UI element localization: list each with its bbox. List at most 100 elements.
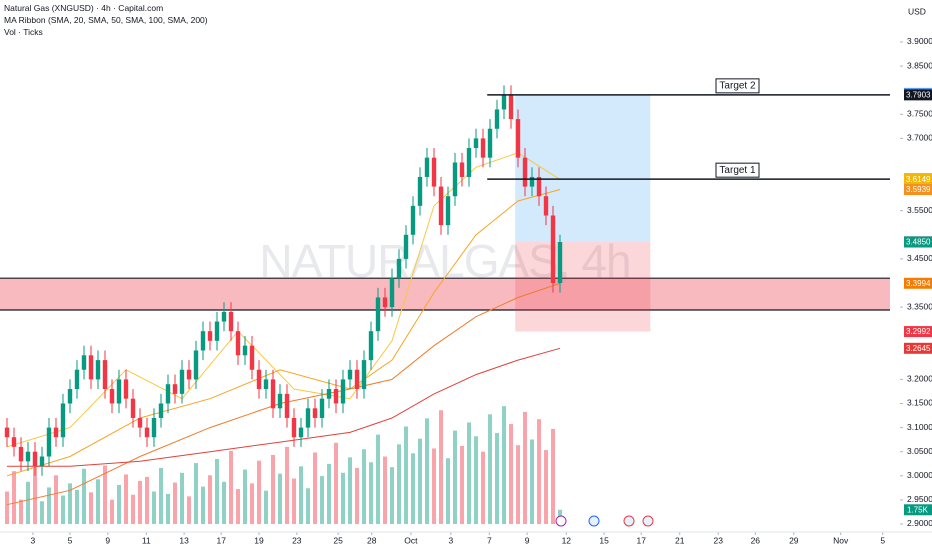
volume-bar — [481, 451, 486, 524]
candle-body — [18, 446, 24, 462]
candle-body — [417, 176, 423, 206]
candle-body — [326, 389, 332, 399]
candle-body — [340, 379, 346, 404]
chart-subtitle: MA Ribbon (SMA, 20, SMA, 50, SMA, 100, S… — [4, 15, 208, 25]
candle-body — [375, 297, 381, 332]
target-label: Target 1 — [719, 165, 756, 176]
volume-bar — [313, 452, 318, 524]
volume-bar — [145, 476, 150, 524]
volume-bar — [341, 472, 346, 524]
candle-body — [410, 205, 416, 235]
price-badge — [904, 342, 932, 354]
x-tick-label: 23 — [292, 535, 302, 545]
volume-bar — [40, 501, 45, 524]
x-tick-label: 21 — [675, 535, 685, 545]
volume-bar — [488, 414, 493, 524]
y-tick-label: 3.7000 — [907, 133, 932, 143]
candle-body — [403, 234, 409, 259]
x-tick-label: 3 — [31, 535, 36, 545]
candle-body — [144, 427, 150, 438]
candle-body — [466, 148, 472, 177]
volume-bar — [446, 458, 451, 524]
x-tick-label: Oct — [404, 535, 418, 545]
candle-body — [39, 456, 45, 467]
candle-body — [116, 379, 122, 404]
volume-bar — [411, 453, 416, 524]
candle-body — [438, 186, 444, 226]
volume-bar — [278, 473, 283, 524]
event-icons — [555, 515, 654, 527]
volume-bar — [103, 465, 108, 524]
x-tick-label: 28 — [367, 535, 377, 545]
candle-body — [200, 331, 206, 351]
volume-badge-label: 1.75K — [907, 505, 929, 514]
candle-body — [32, 451, 38, 467]
price-badge — [904, 173, 932, 185]
volume-bar — [404, 426, 409, 524]
volume-bar — [348, 457, 353, 524]
y-tick-label: 3.5500 — [907, 205, 932, 215]
candle-body — [557, 242, 563, 283]
candle-body — [424, 157, 430, 177]
price-badge — [904, 326, 932, 338]
support-zone — [0, 278, 890, 310]
volume-bar — [523, 411, 528, 524]
volume-bar — [418, 438, 423, 524]
candle-body — [256, 369, 262, 390]
volume-bar — [551, 428, 556, 524]
x-tick-label: 23 — [713, 535, 723, 545]
candle-body — [11, 437, 17, 447]
y-tick-label: 3.7500 — [907, 109, 932, 119]
candle-body — [172, 384, 178, 394]
y-tick-label: 3.1500 — [907, 398, 932, 408]
candle-body — [270, 379, 276, 409]
candle-body — [361, 360, 367, 390]
y-tick-label: 3.9000 — [907, 36, 932, 46]
candle-body — [445, 196, 451, 226]
volume-badge — [904, 504, 932, 516]
volume-bar — [376, 434, 381, 524]
volume-bar — [96, 479, 101, 524]
x-tick-label: 5 — [880, 535, 885, 545]
volume-bar — [306, 488, 311, 524]
price-badge — [904, 277, 932, 289]
price-badge-label: 3.5939 — [906, 185, 931, 194]
candle-body — [158, 403, 164, 418]
price-badge — [904, 236, 932, 248]
volume-bar — [82, 468, 87, 524]
volume-bar — [390, 467, 395, 524]
x-tick-label: 26 — [751, 535, 761, 545]
volume-bar — [243, 469, 248, 524]
volume-bar — [334, 442, 339, 524]
x-tick-label: 19 — [254, 535, 264, 545]
candle-body — [347, 369, 353, 380]
candle-body — [284, 393, 290, 418]
candle-body — [4, 427, 10, 438]
volume-bar — [285, 446, 290, 524]
candle-body — [431, 157, 437, 187]
y-tick-label: 3.4500 — [907, 253, 932, 263]
candle-body — [536, 176, 542, 197]
volume-bar — [460, 446, 465, 524]
target-label-box — [715, 162, 760, 178]
candle-body — [312, 408, 318, 418]
volume-bar — [54, 475, 59, 524]
volume-bar — [89, 492, 94, 524]
candle-body — [291, 417, 297, 438]
volume-bar — [215, 459, 220, 524]
target-label-box — [715, 78, 760, 94]
candle-body — [319, 398, 325, 418]
candle-body — [263, 379, 269, 390]
x-tick-label: 25 — [333, 535, 343, 545]
volume-bar — [264, 490, 269, 524]
candle-body — [130, 398, 136, 418]
volume-bar — [12, 471, 17, 524]
volume-bar — [530, 439, 535, 524]
x-tick-label: 29 — [789, 535, 799, 545]
event-icon — [588, 515, 600, 527]
price-badge-label: 3.2645 — [906, 344, 931, 353]
volume-bar — [68, 483, 73, 524]
price-badge-label: 3.4850 — [906, 238, 931, 247]
candle-body — [88, 355, 94, 380]
